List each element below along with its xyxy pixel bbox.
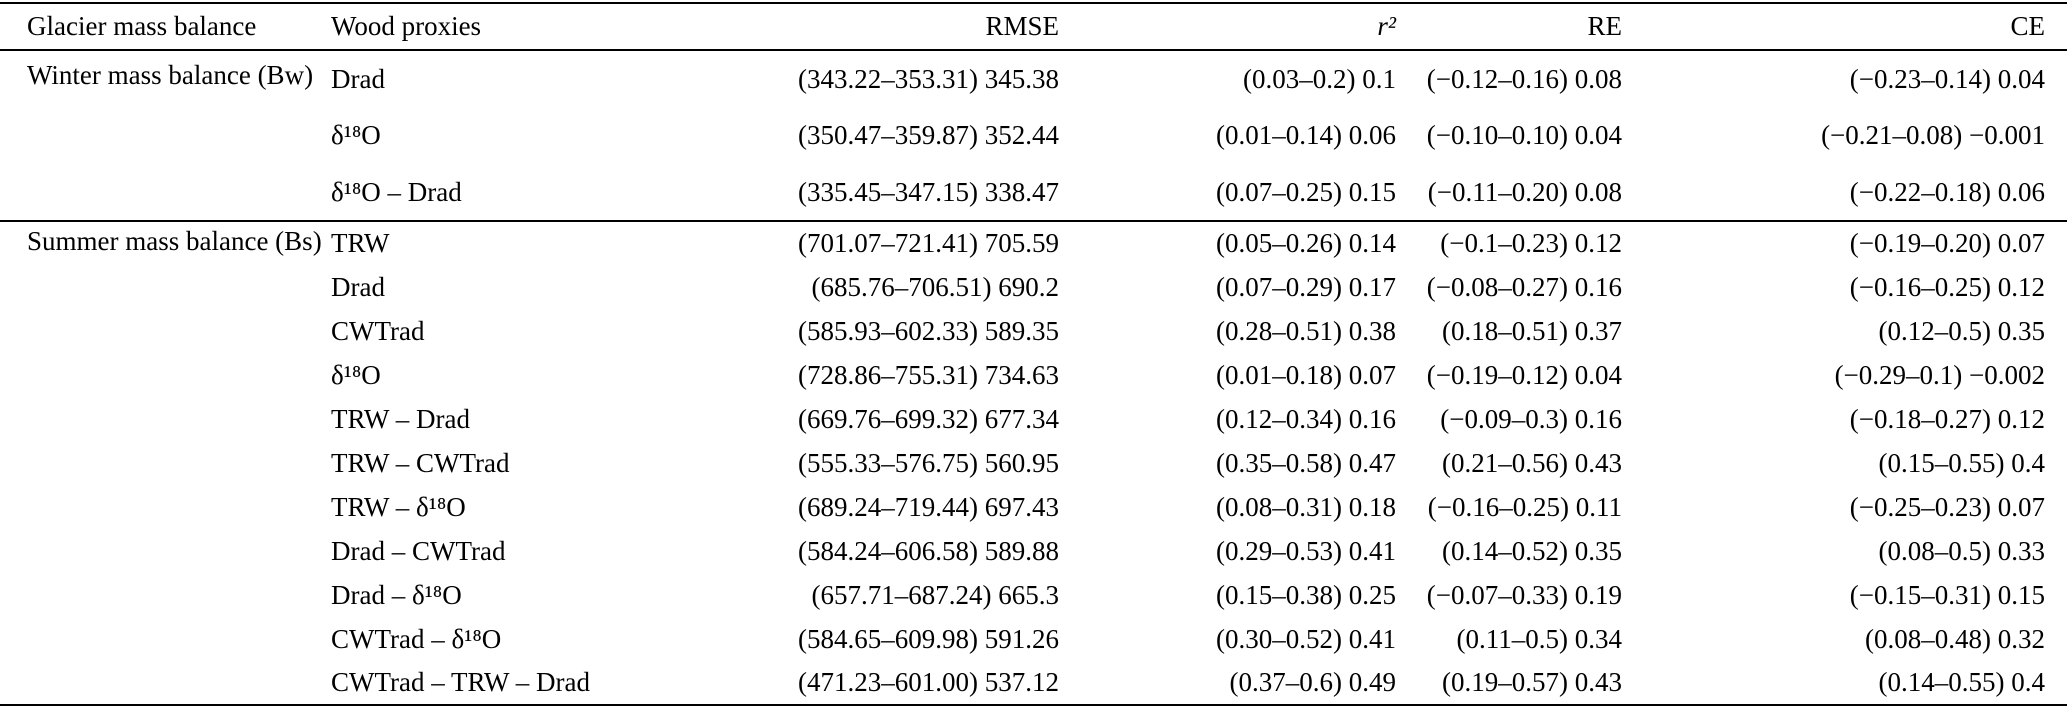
- re-cell: (−0.07–0.33) 0.19: [1426, 579, 1622, 610]
- rmse-cell: (685.76–706.51) 690.2: [811, 271, 1059, 302]
- re-cell: (−0.12–0.16) 0.08: [1426, 63, 1622, 94]
- proxy-cell: Drad: [331, 271, 385, 302]
- ce-cell: (−0.21–0.08) −0.001: [1821, 120, 2045, 150]
- r-squared-cell: (0.12–0.34) 0.16: [1216, 403, 1396, 434]
- rmse-cell: (584.65–609.98) 591.26: [798, 623, 1059, 654]
- ce-cell: (0.14–0.55) 0.4: [1878, 667, 2045, 697]
- ce-cell: (0.08–0.48) 0.32: [1865, 623, 2045, 654]
- rmse-cell: (335.45–347.15) 338.47: [798, 176, 1059, 207]
- ce-cell: (−0.23–0.14) 0.04: [1849, 63, 2045, 94]
- re-cell: (−0.10–0.10) 0.04: [1426, 120, 1622, 150]
- rmse-cell: (350.47–359.87) 352.44: [798, 120, 1059, 150]
- r-squared-cell: (0.08–0.31) 0.18: [1216, 491, 1396, 522]
- table-row: Drad (685.76–706.51) 690.2 (0.07–0.29) 0…: [0, 265, 2067, 309]
- table-row: Drad – CWTrad (584.24–606.58) 589.88 (0.…: [0, 529, 2067, 573]
- ce-cell: (−0.25–0.23) 0.07: [1849, 491, 2045, 522]
- proxy-cell: δ¹⁸O: [331, 359, 381, 390]
- group-label-winter: Winter mass balance (Bw): [27, 60, 314, 90]
- re-cell: (0.19–0.57) 0.43: [1442, 667, 1622, 697]
- rmse-cell: (701.07–721.41) 705.59: [700, 220, 1060, 265]
- re-cell: (0.18–0.51) 0.37: [1442, 315, 1622, 346]
- ce-cell: (0.08–0.5) 0.33: [1878, 535, 2045, 566]
- r-squared-cell: (0.30–0.52) 0.41: [1216, 623, 1396, 654]
- re-cell: (−0.19–0.12) 0.04: [1426, 359, 1622, 390]
- table-row: Drad – δ¹⁸O (657.71–687.24) 665.3 (0.15–…: [0, 573, 2067, 617]
- column-header-wood-proxies: Wood proxies: [330, 3, 700, 51]
- re-cell: (−0.11–0.20) 0.08: [1427, 176, 1622, 207]
- rmse-cell: (585.93–602.33) 589.35: [798, 315, 1059, 346]
- ce-cell: (−0.15–0.31) 0.15: [1849, 579, 2045, 610]
- rmse-cell: (555.33–576.75) 560.95: [798, 447, 1059, 478]
- rmse-cell: (584.24–606.58) 589.88: [798, 535, 1059, 566]
- table-row: Winter mass balance (Bw) Drad (343.22–35…: [0, 50, 2067, 107]
- group-label-summer: Summer mass balance (Bs): [0, 220, 330, 705]
- column-header-glacier-mass-balance: Glacier mass balance: [0, 3, 330, 51]
- re-cell: (−0.08–0.27) 0.16: [1426, 271, 1622, 302]
- table-row: TRW – δ¹⁸O (689.24–719.44) 697.43 (0.08–…: [0, 485, 2067, 529]
- table-row: δ¹⁸O (728.86–755.31) 734.63 (0.01–0.18) …: [0, 353, 2067, 397]
- r-squared-cell: (0.01–0.14) 0.06: [1216, 120, 1396, 150]
- table-row: TRW – Drad (669.76–699.32) 677.34 (0.12–…: [0, 397, 2067, 441]
- table-row: Summer mass balance (Bs) TRW (701.07–721…: [0, 220, 2067, 705]
- re-cell: (−0.09–0.3) 0.16: [1440, 403, 1622, 434]
- proxy-cell: TRW – Drad: [331, 403, 470, 434]
- rmse-cell: (669.76–699.32) 677.34: [798, 403, 1059, 434]
- table-row: CWTrad (585.93–602.33) 589.35 (0.28–0.51…: [0, 309, 2067, 353]
- proxy-cell: Drad – δ¹⁸O: [331, 579, 462, 610]
- r-squared-cell: (0.07–0.25) 0.15: [1216, 176, 1396, 207]
- header-row: Glacier mass balance Wood proxies RMSE r…: [0, 3, 2067, 51]
- rmse-cell: (728.86–755.31) 734.63: [798, 359, 1059, 390]
- table-row: CWTrad – TRW – Drad (471.23–601.00) 537.…: [0, 661, 2067, 705]
- proxy-cell: Drad – CWTrad: [331, 535, 506, 566]
- table-row: TRW – CWTrad (555.33–576.75) 560.95 (0.3…: [0, 441, 2067, 485]
- table-row: δ¹⁸O (350.47–359.87) 352.44 (0.01–0.14) …: [0, 107, 2067, 164]
- re-cell: (−0.1–0.23) 0.12: [1397, 220, 1623, 265]
- column-header-r-squared: r²: [1060, 3, 1397, 51]
- r-squared-cell: (0.35–0.58) 0.47: [1216, 447, 1396, 478]
- r-squared-cell: (0.15–0.38) 0.25: [1216, 579, 1396, 610]
- r-squared-cell: (0.07–0.29) 0.17: [1216, 271, 1396, 302]
- column-header-rmse: RMSE: [700, 3, 1060, 51]
- ce-cell: (−0.29–0.1) −0.002: [1834, 359, 2045, 390]
- proxy-cell: CWTrad – TRW – Drad: [331, 667, 591, 697]
- rmse-cell: (471.23–601.00) 537.12: [798, 667, 1059, 697]
- column-header-re: RE: [1397, 3, 1623, 51]
- proxy-cell: TRW – δ¹⁸O: [331, 491, 466, 522]
- proxy-cell: Drad: [331, 63, 385, 94]
- r-squared-cell: (0.03–0.2) 0.1: [1243, 63, 1396, 94]
- re-cell: (0.21–0.56) 0.43: [1442, 447, 1622, 478]
- r-squared-cell: (0.01–0.18) 0.07: [1216, 359, 1396, 390]
- re-cell: (−0.16–0.25) 0.11: [1427, 491, 1622, 522]
- rmse-cell: (343.22–353.31) 345.38: [798, 63, 1059, 94]
- ce-cell: (0.12–0.5) 0.35: [1878, 315, 2045, 346]
- column-header-ce: CE: [1623, 3, 2067, 51]
- table-row: CWTrad – δ¹⁸O (584.65–609.98) 591.26 (0.…: [0, 617, 2067, 661]
- r-squared-cell: (0.28–0.51) 0.38: [1216, 315, 1396, 346]
- rmse-cell: (657.71–687.24) 665.3: [811, 579, 1059, 610]
- proxy-cell: CWTrad: [331, 315, 425, 346]
- r-squared-cell: (0.29–0.53) 0.41: [1216, 535, 1396, 566]
- ce-cell: (−0.19–0.20) 0.07: [1623, 220, 2067, 265]
- rmse-cell: (689.24–719.44) 697.43: [798, 491, 1059, 522]
- proxy-cell: δ¹⁸O: [331, 120, 381, 150]
- ce-cell: (−0.16–0.25) 0.12: [1849, 271, 2045, 302]
- table-row: δ¹⁸O – Drad (335.45–347.15) 338.47 (0.07…: [0, 164, 2067, 221]
- proxy-cell: CWTrad – δ¹⁸O: [331, 623, 502, 654]
- proxy-cell: δ¹⁸O – Drad: [331, 176, 462, 207]
- proxy-cell: TRW: [330, 220, 700, 265]
- ce-cell: (−0.22–0.18) 0.06: [1849, 176, 2045, 207]
- r-squared-cell: (0.05–0.26) 0.14: [1060, 220, 1397, 265]
- ce-cell: (0.15–0.55) 0.4: [1878, 447, 2045, 478]
- re-cell: (0.14–0.52) 0.35: [1442, 535, 1622, 566]
- proxy-cell: TRW – CWTrad: [331, 447, 510, 478]
- ce-cell: (−0.18–0.27) 0.12: [1849, 403, 2045, 434]
- re-cell: (0.11–0.5) 0.34: [1456, 623, 1622, 654]
- r-squared-cell: (0.37–0.6) 0.49: [1229, 667, 1396, 697]
